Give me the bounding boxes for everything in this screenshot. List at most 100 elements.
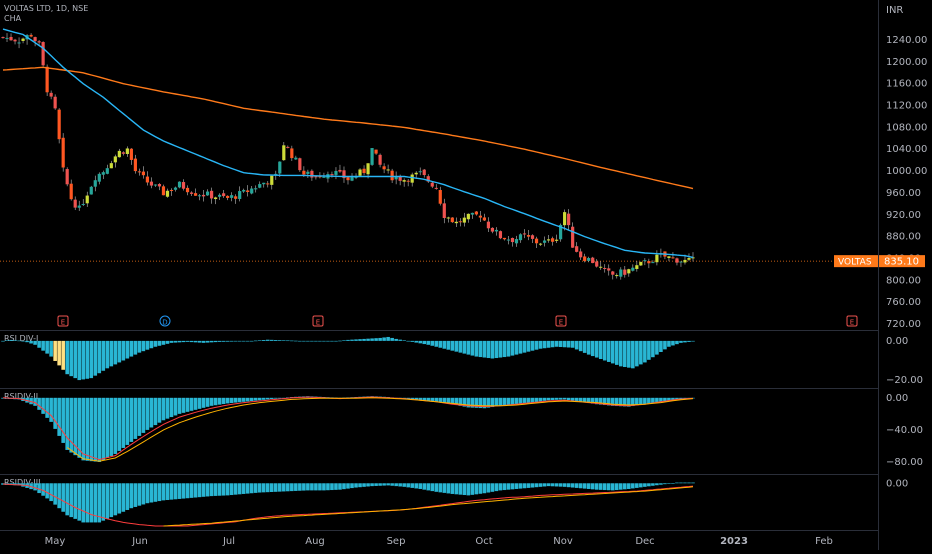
histogram-bar — [141, 397, 146, 433]
histogram-bar — [655, 397, 659, 403]
time-tick-7: Dec — [635, 536, 654, 547]
histogram-bar — [117, 397, 122, 451]
histogram-bar — [542, 340, 547, 349]
candle-body — [169, 189, 174, 191]
candle-body — [113, 156, 117, 163]
histogram-bar — [205, 483, 210, 497]
histogram-bar — [346, 483, 350, 489]
histogram-bar — [610, 483, 615, 491]
histogram-bar — [627, 340, 631, 368]
candle-body — [93, 180, 97, 187]
histogram-bar — [526, 397, 531, 404]
histogram-bar — [205, 340, 210, 343]
histogram-bar — [61, 340, 65, 370]
histogram-bar — [639, 340, 643, 365]
time-tick-3: Aug — [305, 536, 325, 547]
candle-body — [482, 217, 486, 221]
histogram-bar — [85, 483, 90, 523]
candle-body — [462, 217, 466, 223]
dividend-marker-label: D — [162, 319, 167, 327]
histogram-bar — [470, 397, 475, 408]
histogram-bar — [278, 397, 282, 399]
price-tick-11: 800.00 — [886, 275, 921, 286]
histogram-bar — [257, 340, 262, 341]
histogram-bar — [165, 483, 170, 501]
histogram-bar — [590, 397, 595, 404]
histogram-bar — [671, 483, 675, 484]
histogram-bar — [426, 483, 431, 491]
histogram-bar — [53, 340, 57, 361]
histogram-bar — [438, 483, 443, 493]
histogram-bar — [298, 340, 302, 342]
histogram-bar — [37, 340, 41, 348]
histogram-bar — [462, 340, 467, 354]
histogram-bar — [663, 397, 667, 402]
histogram-bar — [141, 340, 146, 352]
histogram-bar — [458, 483, 463, 495]
histogram-bar — [546, 397, 551, 401]
histogram-bar — [49, 340, 53, 357]
dividend-marker — [159, 315, 171, 327]
ema-slow-line — [2, 66, 694, 190]
histogram-bar — [322, 483, 326, 491]
histogram-bar — [189, 483, 194, 498]
histogram-bar — [534, 340, 539, 350]
histogram-bar — [137, 483, 142, 506]
histogram-bar — [562, 483, 567, 487]
histogram-bar — [342, 340, 346, 341]
histogram-bar — [474, 483, 479, 495]
histogram-bar — [101, 340, 106, 371]
candle-body — [338, 169, 342, 172]
candle-body — [109, 163, 113, 169]
histogram-bar — [113, 483, 118, 516]
histogram-bar — [514, 340, 519, 355]
candle-body — [322, 176, 326, 178]
candle-body — [129, 148, 133, 160]
histogram-bar — [61, 483, 65, 512]
candle-body — [133, 158, 137, 172]
histogram-bar — [189, 340, 194, 343]
histogram-bar — [667, 397, 671, 401]
pane-3-tick-0: 0.00 — [886, 478, 908, 489]
candle-body — [418, 171, 422, 173]
histogram-bar — [149, 340, 154, 349]
price-tick-5: 1040.00 — [886, 144, 927, 155]
histogram-bar — [125, 397, 130, 445]
last-price-value: 835.10 — [884, 257, 919, 268]
candle-body — [370, 148, 374, 165]
histogram-bar — [65, 340, 69, 375]
histogram-bar — [29, 397, 33, 405]
histogram-bar — [474, 340, 479, 357]
histogram-bar — [173, 340, 178, 343]
histogram-bar — [414, 340, 418, 343]
histogram-bar — [85, 397, 90, 461]
histogram-bar — [213, 483, 218, 496]
histogram-bar — [446, 340, 451, 350]
histogram-bar — [450, 397, 455, 405]
chart-title-legend: VOLTAS LTD, 1D, NSE — [4, 4, 88, 14]
histogram-bar — [506, 483, 511, 490]
histogram-bar — [290, 483, 294, 492]
histogram-bar — [334, 483, 338, 490]
histogram-bar — [261, 339, 266, 341]
histogram-bar — [314, 483, 318, 491]
signal-line-orange — [66, 397, 694, 462]
candle-body — [538, 243, 543, 245]
time-tick-4: Sep — [387, 536, 406, 547]
histogram-bar — [117, 340, 122, 363]
ema-fast-line — [2, 28, 694, 259]
candle-body — [29, 34, 33, 37]
histogram-bar — [157, 340, 162, 346]
histogram-bar — [45, 483, 49, 499]
candle-body — [530, 235, 535, 239]
histogram-bar — [482, 483, 487, 494]
histogram-bar — [627, 483, 631, 489]
histogram-bar — [249, 483, 254, 494]
histogram-bar — [598, 397, 603, 405]
histogram-bar — [346, 339, 350, 341]
histogram-bar — [446, 397, 451, 404]
candle-body — [73, 199, 77, 208]
candle-body — [382, 166, 386, 170]
candle-body — [627, 269, 631, 274]
